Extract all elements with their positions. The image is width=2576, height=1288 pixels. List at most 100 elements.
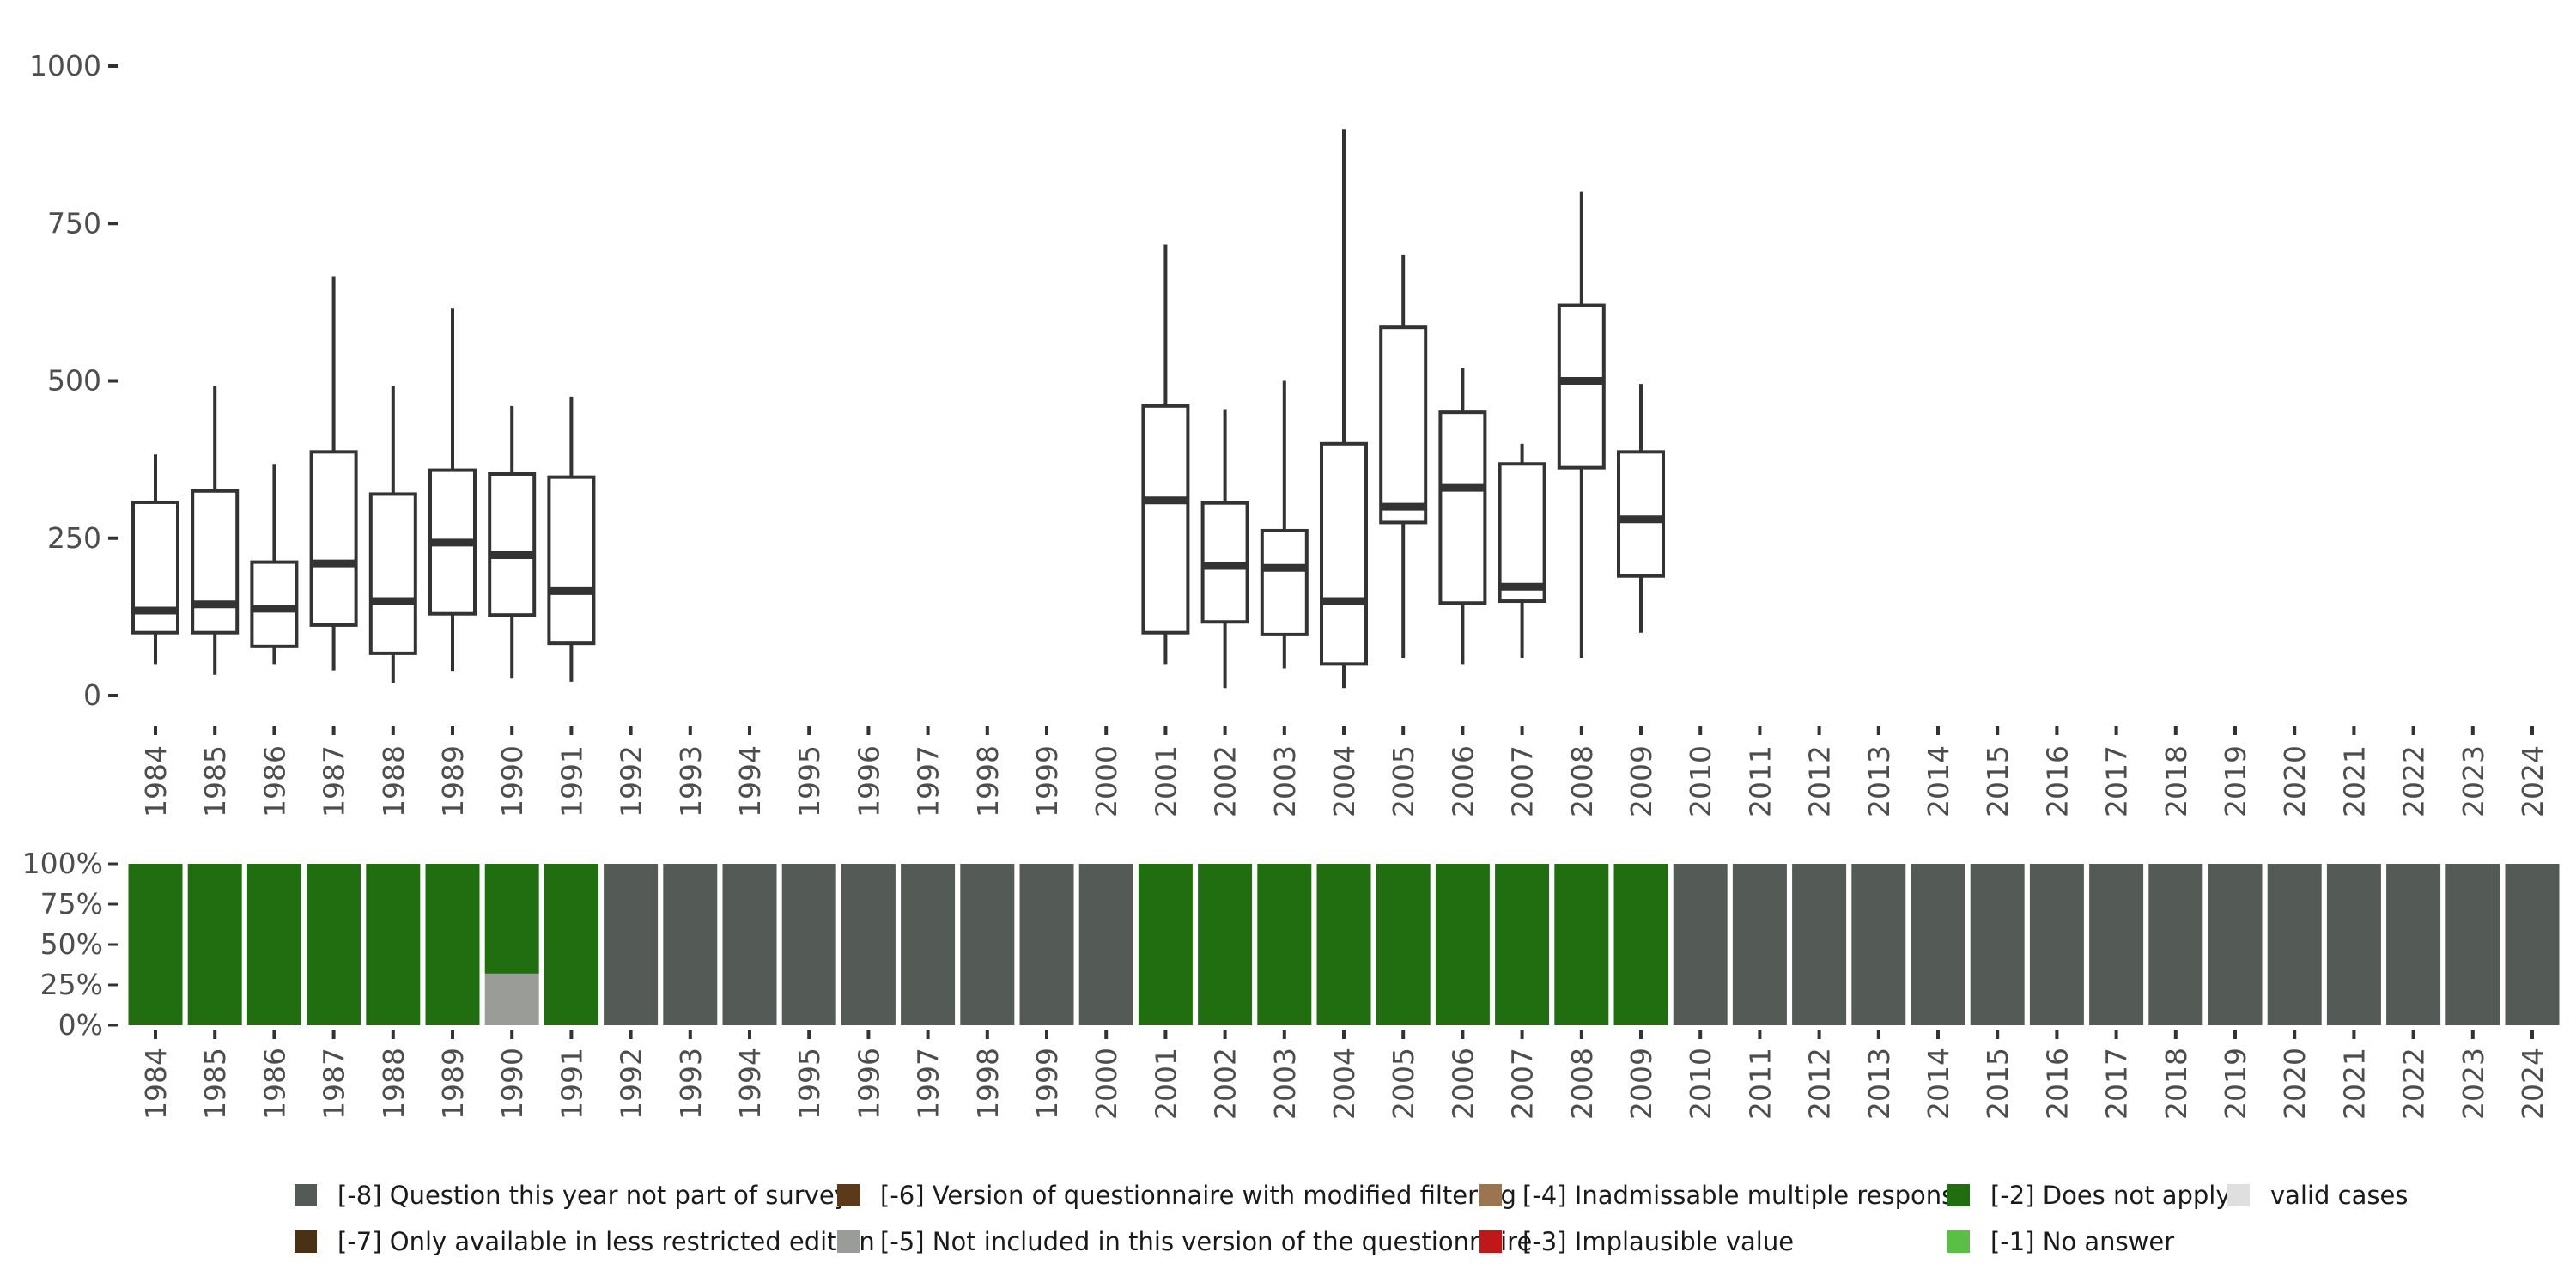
- legend-swatch: [295, 1184, 317, 1206]
- legend-item: [-7] Only available in less restricted e…: [295, 1227, 875, 1256]
- boxplot-panel: 0 250 500 750 1000 1984 1985 1986 1987 1988 1989 19…: [29, 49, 2549, 817]
- legend-swatch: [837, 1230, 860, 1253]
- legend-label: [-5] Not included in this version of the…: [880, 1227, 1532, 1256]
- bar-segment-2011: [1732, 864, 1787, 1025]
- bar-segment-2007: [1495, 864, 1550, 1025]
- bar-segment-1995: [781, 864, 836, 1025]
- bar-x-tick-label: 2023: [2457, 1048, 2490, 1120]
- box-2008: [1557, 191, 1606, 659]
- box-1984: [131, 454, 179, 665]
- bar-x-tick-label: 1996: [852, 1048, 885, 1120]
- bar-x-tick-label: 1988: [377, 1048, 410, 1120]
- bar-segment-2010: [1673, 864, 1728, 1025]
- x-tick-label: 2021: [2337, 745, 2371, 817]
- bar-segment-1985: [187, 864, 242, 1025]
- x-tick-label: 1993: [674, 745, 708, 817]
- bar-x-tick-label: 2004: [1327, 1048, 1361, 1120]
- x-tick-label: 1984: [139, 745, 173, 817]
- bar-segment-2022: [2386, 864, 2441, 1025]
- x-tick-label: 1995: [793, 745, 826, 817]
- bar-x-tick-label: 1997: [912, 1048, 945, 1120]
- bar-segment-1997: [901, 864, 956, 1025]
- bar-x-tick-label: 2018: [2160, 1048, 2193, 1120]
- iqr-box: [250, 560, 299, 648]
- iqr-box: [488, 471, 537, 617]
- y-tick-label: 0: [83, 678, 101, 712]
- bar-segment-2024: [2505, 864, 2560, 1025]
- bar-x-tick-label: 2019: [2219, 1048, 2252, 1120]
- x-tick-label: 1989: [436, 745, 470, 817]
- bar-x-tick-label: 1989: [436, 1048, 470, 1120]
- bar-x-tick-label: 2005: [1387, 1048, 1420, 1120]
- bar-x-tick-label: 1993: [674, 1048, 708, 1120]
- x-tick-label: 2017: [2100, 745, 2134, 817]
- x-tick-label: 1994: [733, 745, 767, 817]
- x-tick-label: 1987: [318, 745, 351, 817]
- bar-x-tick-label: 1990: [495, 1048, 529, 1120]
- bar-x-tick-label: 2021: [2337, 1048, 2371, 1120]
- x-tick-label: 1998: [971, 745, 1005, 817]
- legend-swatch: [1479, 1230, 1502, 1253]
- legend-item: [-4] Inadmissable multiple response: [1479, 1181, 1970, 1210]
- x-tick-label: 2014: [1922, 745, 1955, 817]
- bar-segment-2002: [1198, 864, 1253, 1025]
- bar-x-tick-label: 1998: [971, 1048, 1005, 1120]
- legend-swatch: [837, 1184, 860, 1206]
- box-1990: [488, 405, 537, 679]
- box-2004: [1320, 129, 1368, 689]
- bar-segment-2003: [1257, 864, 1312, 1025]
- x-tick-label: 2024: [2516, 745, 2549, 817]
- bar-x-tick-label: 2016: [2040, 1048, 2074, 1120]
- x-tick-label: 2002: [1209, 745, 1242, 817]
- iqr-box: [1617, 450, 1665, 578]
- bar-segment-2009: [1613, 864, 1668, 1025]
- bar-segment-1996: [841, 864, 896, 1025]
- x-tick-label: 2012: [1803, 745, 1837, 817]
- bar-x-tick-label: 1986: [258, 1048, 291, 1120]
- bar-segment-1998: [960, 864, 1015, 1025]
- iqr-box: [368, 492, 417, 655]
- bar-x-tick-label: 1994: [733, 1048, 767, 1120]
- bar-x-tick-label: 1992: [615, 1048, 648, 1120]
- bar-segment-1990: [484, 973, 539, 1025]
- bar-segment-1987: [307, 864, 361, 1025]
- iqr-box: [309, 450, 358, 627]
- bar-x-tick-label: 2020: [2278, 1048, 2312, 1120]
- x-tick-label: 1986: [258, 745, 291, 817]
- box-2001: [1141, 244, 1190, 665]
- y-tick-label: 500: [47, 364, 101, 398]
- bar-segment-1984: [128, 864, 183, 1025]
- x-tick-label: 2013: [1862, 745, 1896, 817]
- x-tick-label: 2003: [1268, 745, 1302, 817]
- x-tick-label: 2020: [2278, 745, 2312, 817]
- bar-segment-2012: [1792, 864, 1847, 1025]
- bar-segment-2016: [2029, 864, 2084, 1025]
- legend-item: [-6] Version of questionnaire with modif…: [837, 1181, 1516, 1210]
- legend-label: [-1] No answer: [1990, 1227, 2174, 1256]
- bar-y-tick-label: 75%: [40, 887, 103, 920]
- bar-x-tick-label: 1999: [1030, 1048, 1064, 1120]
- iqr-box: [1557, 303, 1606, 470]
- iqr-box: [1141, 404, 1190, 635]
- box-1985: [191, 386, 240, 675]
- legend-label: [-8] Question this year not part of surv…: [337, 1181, 849, 1210]
- y-tick-label: 750: [47, 206, 101, 240]
- bar-x-tick-label: 2024: [2516, 1048, 2549, 1120]
- legend-swatch: [2227, 1184, 2250, 1206]
- box-2002: [1200, 409, 1249, 689]
- x-tick-label: 2009: [1625, 745, 1658, 817]
- iqr-box: [1379, 325, 1428, 525]
- legend-label: [-3] Implausible value: [1522, 1227, 1794, 1256]
- x-tick-label: 1990: [495, 745, 529, 817]
- bar-x-tick-label: 2008: [1565, 1048, 1599, 1120]
- bar-y-tick-label: 50%: [40, 927, 103, 961]
- legend-item: [-2] Does not apply: [1947, 1181, 2231, 1210]
- bar-y-tick-label: 100%: [22, 847, 103, 880]
- legend-swatch: [1947, 1184, 1970, 1206]
- iqr-box: [547, 475, 596, 646]
- bar-segment-2017: [2089, 864, 2144, 1025]
- bar-y-tick-label: 25%: [40, 968, 103, 1001]
- bar-x-tick-label: 2014: [1922, 1048, 1955, 1120]
- iqr-box: [1498, 462, 1546, 604]
- legend-swatch: [1947, 1230, 1970, 1253]
